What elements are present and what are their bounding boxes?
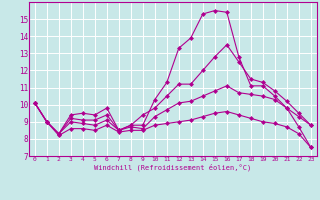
X-axis label: Windchill (Refroidissement éolien,°C): Windchill (Refroidissement éolien,°C) (94, 163, 252, 171)
